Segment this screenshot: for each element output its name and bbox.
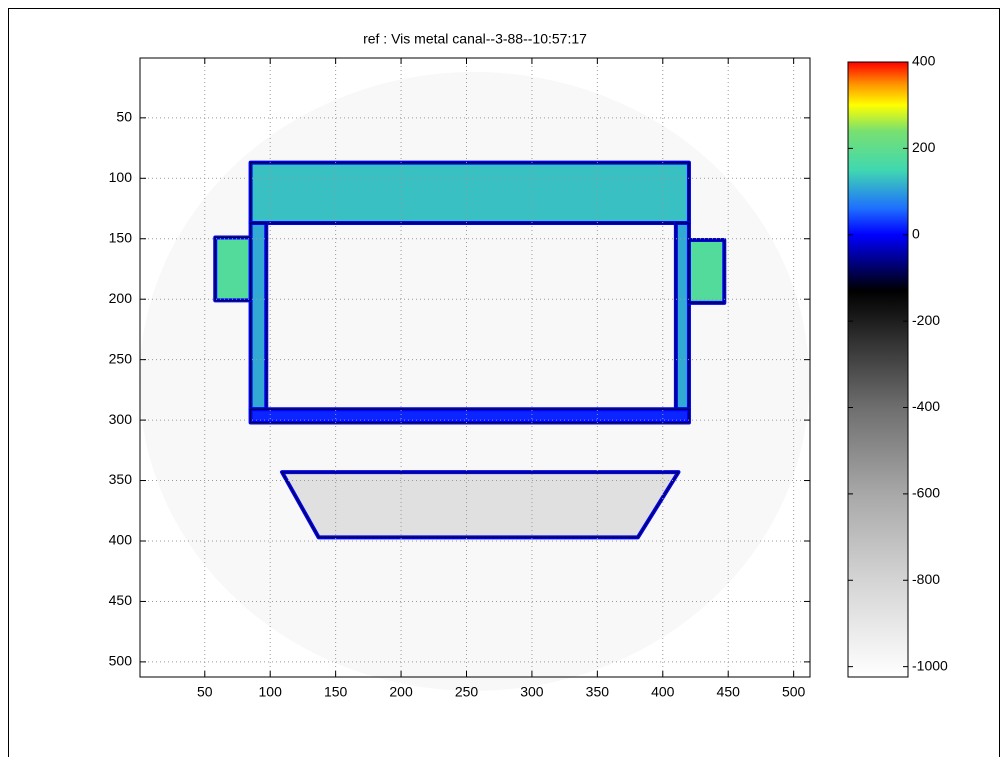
colorbar-tick-label: -1000 <box>912 657 948 673</box>
x-tick-label: 500 <box>782 684 806 700</box>
x-tick-label: 450 <box>717 684 741 700</box>
y-tick-label: 100 <box>109 169 133 185</box>
x-tick-label: 150 <box>324 684 348 700</box>
region <box>215 238 250 301</box>
colorbar-tick-label: 200 <box>912 139 936 155</box>
region <box>282 472 679 537</box>
colorbar <box>848 62 908 677</box>
y-tick-label: 500 <box>109 653 133 669</box>
region <box>251 163 689 223</box>
y-tick-label: 250 <box>109 350 133 366</box>
x-tick-label: 200 <box>389 684 413 700</box>
colorbar-tick-label: -800 <box>912 571 940 587</box>
colorbar-tick-label: 0 <box>912 225 920 241</box>
x-tick-label: 400 <box>651 684 675 700</box>
colorbar-tick-label: 400 <box>912 53 936 69</box>
x-tick-label: 300 <box>520 684 544 700</box>
x-tick-label: 50 <box>197 684 213 700</box>
y-tick-label: 400 <box>109 532 133 548</box>
x-tick-label: 250 <box>455 684 479 700</box>
x-tick-label: 100 <box>259 684 283 700</box>
colorbar-tick-label: -200 <box>912 312 940 328</box>
figure: ref : Vis metal canal--3-88--10:57:17 50… <box>0 0 1008 757</box>
x-tick-label: 350 <box>586 684 610 700</box>
y-tick-label: 200 <box>109 290 133 306</box>
y-tick-label: 350 <box>109 471 133 487</box>
region <box>689 240 724 303</box>
y-tick-label: 50 <box>116 109 132 125</box>
y-tick-label: 150 <box>109 229 133 245</box>
colorbar-tick-label: -400 <box>912 398 940 414</box>
region <box>251 223 267 409</box>
y-tick-label: 450 <box>109 592 133 608</box>
chart-title: ref : Vis metal canal--3-88--10:57:17 <box>363 31 587 47</box>
y-tick-label: 300 <box>109 411 133 427</box>
colorbar-tick-label: -600 <box>912 485 940 501</box>
